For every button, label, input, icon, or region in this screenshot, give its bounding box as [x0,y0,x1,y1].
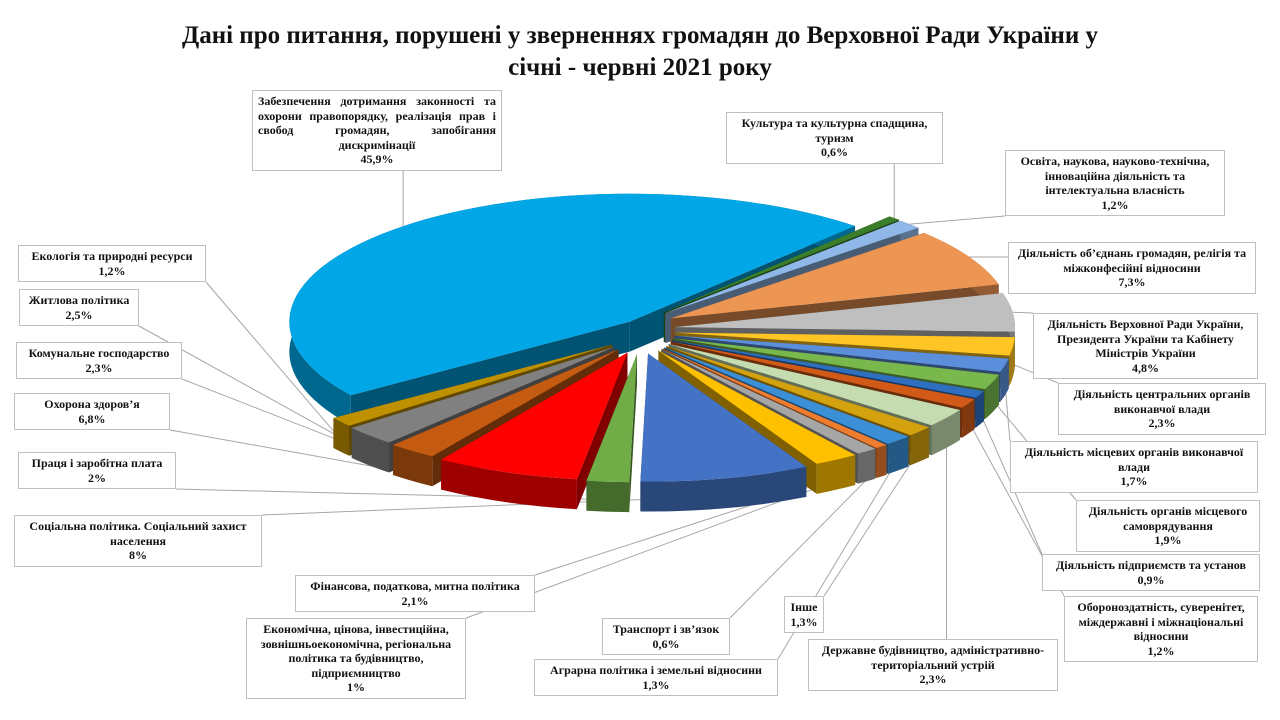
pie-slice-top [351,346,615,443]
label-local-self-government: Діяльність органів місцевого самоврядува… [1076,500,1260,552]
label-state-building: Державне будівництво, адміністративно-те… [808,639,1058,691]
pie-slice-side [1000,358,1009,403]
label-culture: Культура та культурна спадщина, туризм 0,… [726,112,943,164]
pie-slice-17 [586,354,637,513]
label-local-executive: Діяльність місцевих органів виконавчої в… [1010,441,1258,493]
pie-slice-top [393,349,619,457]
pie-slice-side [858,448,876,484]
pie-slice-wall [629,354,637,513]
pie-slice-side [962,399,975,438]
pie-slice-side [985,374,1000,420]
pie-slice-top [586,354,637,483]
leader-line [729,464,882,619]
pie-slice-top [441,352,628,480]
leader-line [909,215,1006,225]
pie-slice-top [666,346,930,436]
pie-slice-top [674,335,1009,373]
pie-slice-16 [640,353,807,512]
label-defense: Обороноздатність, суверенітет, міждержав… [1064,596,1258,662]
pie-slice-top [674,293,1015,332]
label-law-order: Забезпечення дотримання законності та ох… [252,90,502,171]
pie-slice-18 [441,352,628,510]
label-education: Освіта, наукова, науково-технічна, іннов… [1005,150,1225,216]
label-communal: Комунальне господарство 2,3% [16,342,182,379]
pie-slice-side [975,391,984,428]
pie-slice-side [1009,337,1015,386]
pie-slice-top [333,344,612,426]
leader-line [1012,311,1034,314]
label-associations-religion: Діяльність об’єднань громадян, релігія т… [1008,242,1256,294]
label-health: Охорона здоров’я 6,8% [14,393,170,430]
pie-slice-top [289,193,855,396]
leader-line [823,449,921,597]
pie-slice-top [663,216,899,313]
pie-slice-top [640,353,807,482]
pie-slice-side [441,459,577,510]
pie-slice-side [333,418,350,456]
pie-slice-side [586,480,630,513]
leader-line [205,281,342,441]
pie-slice-top [661,349,876,454]
pie-slice-wall [576,352,628,510]
pie-slice-side [910,427,930,466]
pie-slice-top [670,232,999,319]
pie-slice-top [673,338,1000,390]
label-central-executive: Діяльність центральних органів виконавчо… [1058,383,1266,435]
pie-slice-side [640,466,807,512]
label-social-policy: Соціальна політика. Соціальний захист на… [14,515,262,567]
pie-slice-top [662,348,887,449]
pie-slice-side [351,427,390,473]
pie-slice-top [658,350,856,464]
label-finance: Фінансова, податкова, митна політика 2,1% [295,575,535,612]
pie-slice-top [668,343,961,426]
label-transport: Транспорт і зв’язок 0,6% [602,618,730,655]
label-ecology: Екологія та природні ресурси 1,2% [18,245,206,282]
pie-slice-side [931,409,961,456]
label-other: Інше 1,3% [784,596,824,633]
pie-slice-top [671,340,984,398]
pie-slice-side [393,444,433,487]
pie-slice-top [665,220,919,314]
label-labor: Праця і заробітна плата 2% [18,452,176,489]
label-economic: Економічна, цінова, інвестиційна, зовніш… [246,618,466,699]
label-enterprises: Діяльність підприємств та установ 0,9% [1042,554,1260,591]
label-verkhovna-rada: Діяльність Верховної Ради України, Прези… [1033,313,1258,379]
pie-slice-top [670,341,975,408]
pie-slice-side [876,444,887,479]
pie-slice-top [674,332,1015,356]
pie-slice-side [888,436,909,474]
pie-slice-top [664,347,909,444]
pie-slice-side [816,455,856,494]
label-housing: Житлова політика 2,5% [19,289,139,326]
chart-title: Дані про питання, порушені у зверненнях … [182,22,1098,81]
label-agrarian: Аграрна політика і земельні відносини 1,3… [534,659,778,696]
